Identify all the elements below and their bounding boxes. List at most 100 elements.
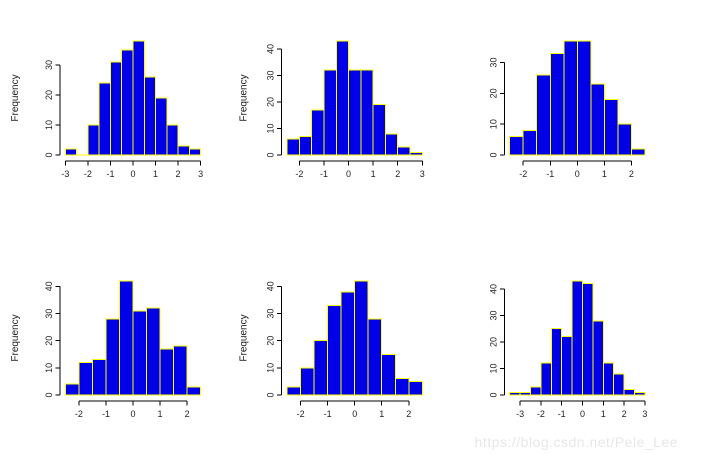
histogram-bar xyxy=(508,136,524,156)
histogram-panel-top-middle: 0 10 20 30 40 -2 -1 0 1 2 3 Frequency xyxy=(239,0,479,227)
histogram-bar xyxy=(64,383,80,396)
histogram-panel-bottom-middle: 0 10 20 30 40 -2 -1 0 1 2 Frequency xyxy=(239,227,479,454)
x-tick-label: 1 xyxy=(153,169,158,179)
histogram-bar xyxy=(143,76,157,156)
x-tick-label: 2 xyxy=(176,169,181,179)
histogram-bar xyxy=(408,380,424,396)
histogram-bar xyxy=(354,280,370,396)
y-tick-label: 30 xyxy=(44,60,54,70)
histogram-bar xyxy=(550,328,562,396)
histogram-bar xyxy=(560,336,573,396)
histogram-bar xyxy=(519,391,531,396)
histogram-bar xyxy=(64,148,78,156)
x-tick-label: 0 xyxy=(130,409,135,419)
x-tick-label: -3 xyxy=(61,169,69,179)
histogram-bar xyxy=(173,345,188,396)
x-tick-label: 1 xyxy=(158,409,163,419)
y-tick-label: 0 xyxy=(266,392,276,397)
histogram-bar xyxy=(549,52,564,156)
histogram-panel-top-left: 0 10 20 30 -3 -2 -1 0 1 2 3 Frequency xyxy=(0,0,240,227)
histogram-bar xyxy=(571,280,583,396)
x-tick-label: 2 xyxy=(621,409,626,419)
x-tick-label: 3 xyxy=(420,169,425,179)
y-tick-label: 10 xyxy=(488,363,498,373)
x-tick-label: 3 xyxy=(198,169,203,179)
y-axis-title: Frequency xyxy=(239,314,250,361)
y-tick-label: 0 xyxy=(266,152,276,157)
histogram-bar xyxy=(617,123,632,156)
histogram-bar xyxy=(529,386,542,396)
histogram-bar xyxy=(633,391,646,396)
histogram-bar xyxy=(341,291,356,396)
y-tick-label: 0 xyxy=(488,392,498,397)
histogram-bar xyxy=(186,386,202,396)
histogram-bar xyxy=(327,304,343,396)
x-tick-label: 0 xyxy=(574,169,579,179)
y-tick-label: 0 xyxy=(44,392,54,397)
x-tick-label: -2 xyxy=(296,169,304,179)
histogram-bar xyxy=(409,151,424,156)
x-tick-label: 1 xyxy=(380,409,385,419)
histogram-bar xyxy=(159,348,175,396)
y-tick-label: 40 xyxy=(44,281,54,291)
y-tick-label: 40 xyxy=(488,284,498,294)
histogram-bar xyxy=(105,318,120,396)
y-tick-label: 30 xyxy=(488,310,498,320)
y-tick-label: 0 xyxy=(488,152,498,157)
histogram-svg: 0 10 20 30 40 -2 -1 0 1 2 Frequency xyxy=(10,280,202,419)
x-tick-label: 0 xyxy=(353,409,358,419)
histogram-bar xyxy=(78,361,93,396)
histogram-bar xyxy=(540,362,552,396)
y-axis-title: Frequency xyxy=(10,74,21,121)
histogram-bar xyxy=(177,145,190,156)
histogram-bar xyxy=(118,280,134,396)
x-tick-label: -1 xyxy=(106,169,114,179)
x-tick-label: 0 xyxy=(580,409,585,419)
y-tick-label: 10 xyxy=(44,120,54,130)
histogram-bar xyxy=(146,307,161,396)
histogram-bar xyxy=(121,49,134,156)
y-tick-label: 40 xyxy=(266,281,276,291)
y-tick-label: 20 xyxy=(488,88,498,98)
histogram-bar xyxy=(98,82,111,156)
y-axis-title: Frequency xyxy=(10,314,21,361)
histogram-bar xyxy=(132,40,145,156)
histogram-bar xyxy=(299,135,313,156)
histogram-bar xyxy=(323,69,338,156)
x-tick-label: 2 xyxy=(185,409,190,419)
histogram-bar xyxy=(381,353,397,396)
histogram-bar xyxy=(397,146,411,156)
histogram-bar xyxy=(522,129,537,156)
histogram-bar xyxy=(508,391,521,396)
y-tick-label: 20 xyxy=(266,97,276,107)
x-tick-label: 0 xyxy=(346,169,351,179)
histogram-bar xyxy=(589,83,605,156)
y-tick-label: 20 xyxy=(44,336,54,346)
x-tick-label: -2 xyxy=(519,169,527,179)
x-tick-label: -2 xyxy=(84,169,92,179)
histogram-svg: 0 10 20 30 40 -2 -1 0 1 2 3 Frequency xyxy=(239,40,425,179)
y-tick-label: 20 xyxy=(488,337,498,347)
x-tick-label: 2 xyxy=(396,169,401,179)
x-tick-label: -1 xyxy=(102,409,110,419)
y-tick-label: 30 xyxy=(266,70,276,80)
y-tick-label: 30 xyxy=(488,58,498,68)
histogram-bar xyxy=(581,283,594,396)
histogram-bar xyxy=(132,310,148,396)
histogram-bar xyxy=(300,367,315,396)
histogram-bar xyxy=(286,138,301,156)
histogram-bar xyxy=(109,61,123,156)
x-tick-label: 3 xyxy=(642,409,647,419)
histogram-bar xyxy=(87,124,100,156)
histogram-bar xyxy=(166,124,179,156)
y-axis-title: Frequency xyxy=(239,74,250,121)
x-tick-label: -1 xyxy=(324,409,332,419)
x-tick-label: -1 xyxy=(557,409,565,419)
x-tick-label: 2 xyxy=(629,169,634,179)
y-tick-label: 20 xyxy=(44,90,54,100)
x-tick-label: 1 xyxy=(601,169,606,179)
histogram-bar xyxy=(188,148,202,156)
